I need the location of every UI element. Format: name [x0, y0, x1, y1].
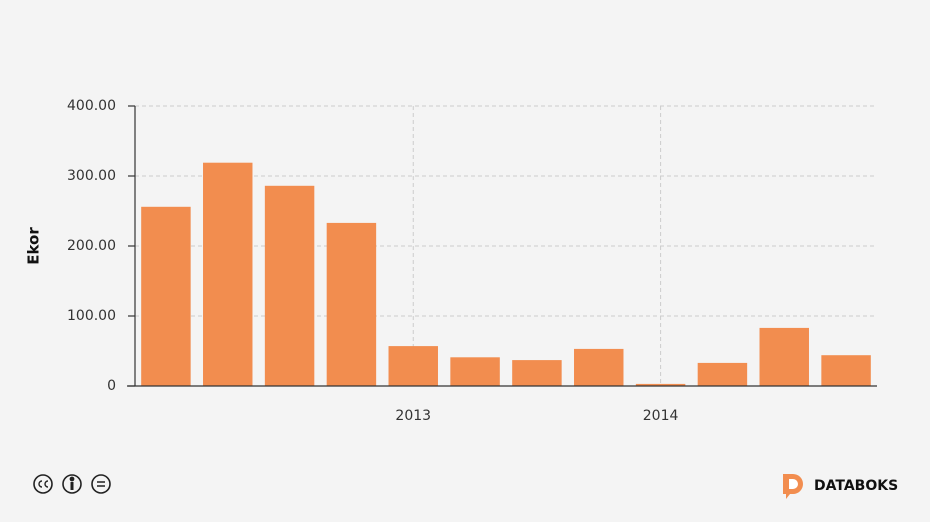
y-tick-label: 400.00 — [67, 98, 116, 114]
bar — [388, 346, 438, 386]
y-tick-label: 0 — [107, 378, 116, 394]
bar — [264, 185, 315, 386]
bar — [759, 327, 809, 386]
bar — [450, 357, 500, 386]
license-icons — [33, 474, 111, 494]
bar — [574, 348, 624, 386]
bar — [635, 383, 686, 386]
x-tick-label: 2014 — [643, 408, 679, 424]
bar — [326, 222, 377, 386]
y-tick-label: 300.00 — [67, 168, 116, 184]
bar — [821, 355, 871, 386]
y-tick-label: 200.00 — [67, 238, 116, 254]
bar — [203, 162, 253, 386]
x-tick-label: 2013 — [395, 408, 431, 424]
bar — [512, 360, 562, 386]
y-tick-label: 100.00 — [67, 308, 116, 324]
brand-name: DATABOKS — [814, 478, 898, 494]
bar — [141, 206, 191, 386]
bar — [697, 362, 748, 386]
y-axis-label: Ekor — [25, 227, 43, 265]
brand-logo — [783, 474, 803, 499]
